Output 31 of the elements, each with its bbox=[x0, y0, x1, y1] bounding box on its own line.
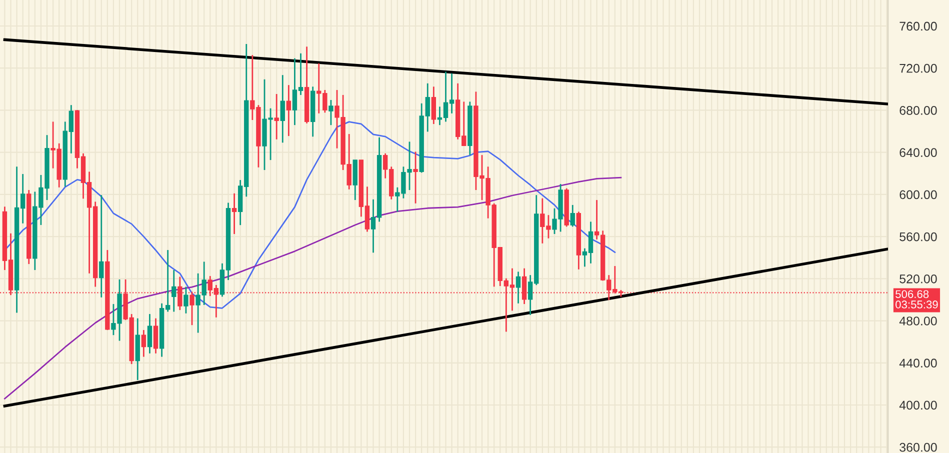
y-tick-label: 760.00 bbox=[900, 22, 937, 31]
candlestick bbox=[280, 74, 285, 144]
y-tick-label: 360.00 bbox=[900, 442, 937, 452]
candlestick bbox=[141, 329, 146, 358]
y-tick-label: 440.00 bbox=[899, 358, 937, 368]
candlestick bbox=[570, 204, 575, 228]
candlestick bbox=[99, 194, 104, 298]
y-tick-label: 520.00 bbox=[900, 274, 937, 284]
candlestick bbox=[190, 291, 194, 326]
candlestick bbox=[232, 192, 237, 235]
y-tick-label: 480.00 bbox=[899, 316, 937, 326]
candlestick bbox=[516, 271, 521, 304]
ref-line-label: 506.68 bbox=[896, 290, 929, 298]
candlestick bbox=[153, 318, 158, 354]
y-tick-label: 400.00 bbox=[899, 400, 937, 410]
candlestick bbox=[184, 286, 188, 314]
y-tick-label: 560.00 bbox=[900, 232, 937, 242]
candlestick bbox=[431, 86, 436, 125]
candlestick bbox=[328, 99, 334, 126]
line-series bbox=[4, 121, 616, 309]
y-tick-label: 720.00 bbox=[900, 64, 937, 73]
candlestick bbox=[286, 84, 292, 137]
candlestick bbox=[172, 269, 176, 312]
y-tick-label: 640.00 bbox=[900, 148, 937, 157]
candlestick bbox=[413, 151, 418, 204]
text: 03:55:39 bbox=[896, 300, 938, 308]
candlestick bbox=[147, 313, 152, 354]
line-series bbox=[4, 176, 622, 400]
y-tick-label: 600.00 bbox=[900, 190, 937, 200]
candlestick bbox=[274, 93, 279, 140]
y-tick-label: 680.00 bbox=[900, 106, 937, 115]
